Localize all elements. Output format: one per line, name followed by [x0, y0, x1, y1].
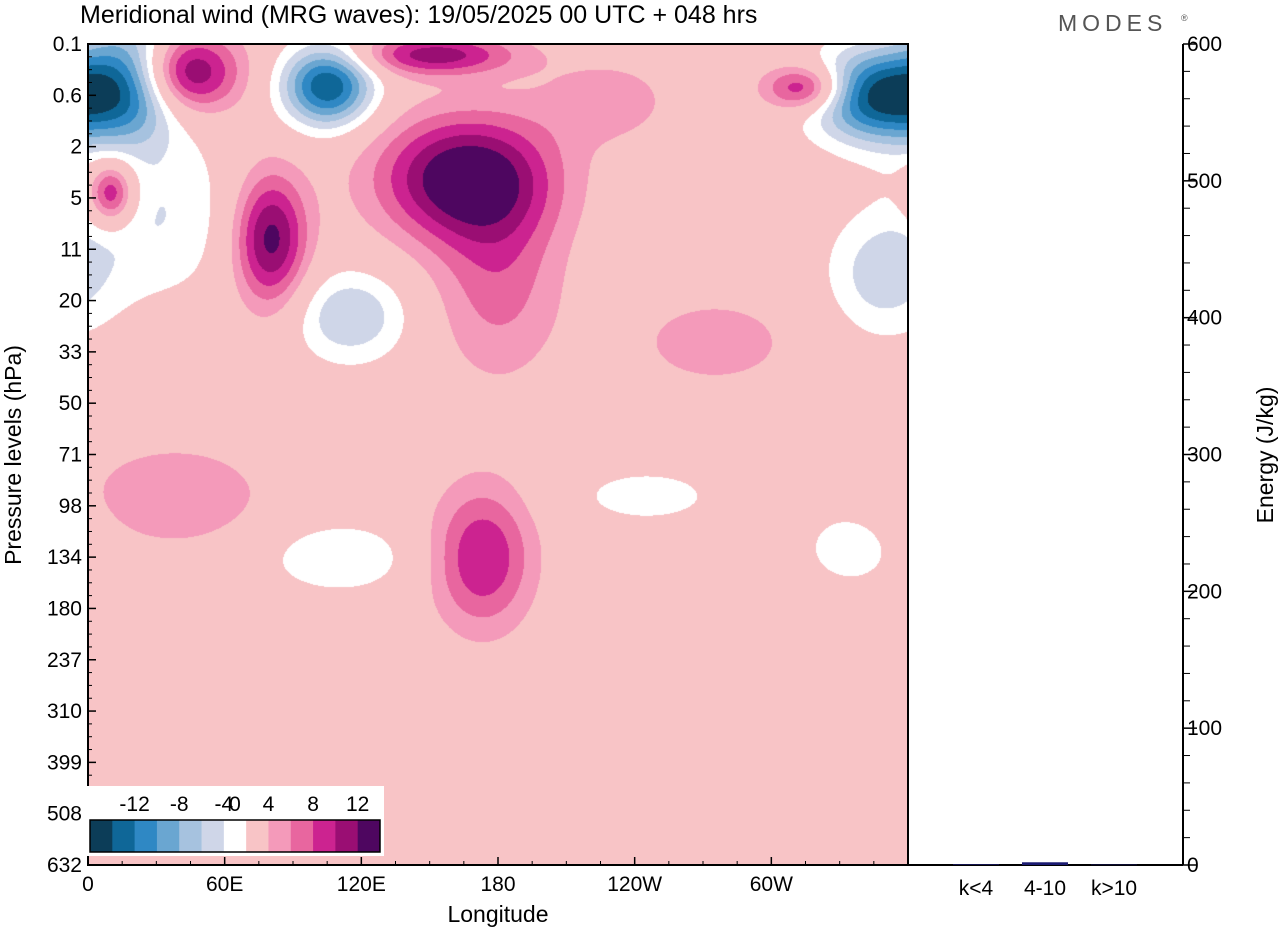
modes-logo: MODES — [1058, 10, 1167, 36]
energy-tick-label: 200 — [1187, 580, 1222, 603]
pressure-tick-label: 508 — [47, 803, 82, 826]
energy-category-label: k<4 — [959, 877, 994, 900]
energy-tick-label: 100 — [1187, 717, 1222, 740]
longitude-axis-label: Longitude — [447, 901, 548, 927]
pressure-tick-label: 98 — [59, 495, 82, 518]
longitude-tick-label: 60W — [750, 873, 793, 896]
energy-tick-label: 600 — [1187, 33, 1222, 56]
colorbar-label: -8 — [170, 793, 189, 816]
energy-tick-label: 300 — [1187, 444, 1222, 467]
colorbar-swatch — [179, 820, 203, 852]
colorbar: -12 -8 -40 4 8 12 — [86, 786, 384, 856]
colorbar-swatch — [246, 820, 269, 852]
pressure-tick-label: 180 — [47, 597, 82, 620]
energy-tick-label: 0 — [1187, 854, 1199, 877]
colorbar-swatch — [201, 820, 225, 852]
pressure-tick-label: 5 — [70, 187, 82, 210]
colorbar-swatch — [90, 820, 113, 852]
pressure-tick-label: 0.6 — [53, 84, 82, 107]
colorbar-label: 8 — [307, 793, 319, 816]
pressure-tick-label: 2 — [70, 136, 82, 159]
colorbar-swatch — [223, 820, 247, 852]
chart-title: Meridional wind (MRG waves): 19/05/2025 … — [80, 1, 757, 29]
colorbar-swatch — [134, 820, 158, 852]
longitude-axis-ticks: 0 60E 120E 180 120W 60W — [82, 857, 875, 896]
heatmap-image — [88, 44, 908, 865]
colorbar-swatch — [357, 820, 381, 852]
longitude-tick-label: 120E — [337, 873, 386, 896]
colorbar-swatch — [313, 820, 336, 852]
colorbar-swatch — [156, 820, 180, 852]
colorbar-swatch — [335, 820, 359, 852]
pressure-tick-label: 33 — [59, 341, 82, 364]
pressure-tick-label: 50 — [59, 392, 82, 415]
pressure-tick-label: 71 — [59, 444, 82, 467]
longitude-tick-label: 0 — [82, 873, 94, 896]
pressure-tick-label: 237 — [47, 649, 82, 672]
pressure-tick-label: 310 — [47, 700, 82, 723]
pressure-axis-label: Pressure levels (hPa) — [0, 345, 26, 565]
colorbar-label: -4 — [215, 793, 234, 816]
colorbar-swatch — [112, 820, 136, 852]
colorbar-label: 0 — [229, 793, 241, 816]
colorbar-frame — [89, 819, 381, 853]
energy-bar-1 — [1022, 862, 1068, 865]
longitude-tick-label: 180 — [480, 873, 515, 896]
energy-bar-2 — [1091, 864, 1137, 866]
energy-tick-label: 400 — [1187, 307, 1222, 330]
energy-bars: k<4 4-10 k>10 — [953, 862, 1137, 900]
pressure-tick-label: 399 — [47, 751, 82, 774]
energy-category-label: k>10 — [1091, 877, 1137, 900]
longitude-tick-label: 120W — [607, 873, 662, 896]
colorbar-label: 4 — [263, 793, 275, 816]
longitude-tick-label: 60E — [206, 873, 243, 896]
colorbar-swatch — [268, 820, 292, 852]
energy-category-label: 4-10 — [1024, 877, 1066, 900]
heatmap-field — [88, 44, 908, 865]
pressure-axis-ticks: 0.1 0.6 2 5 11 20 33 50 71 98 134 180 237 310 399 508 63… — [47, 33, 96, 877]
colorbar-label: 12 — [346, 793, 369, 816]
colorbar-swatch — [290, 820, 314, 852]
energy-tick-label: 500 — [1187, 170, 1222, 193]
energy-axis-ticks: 0 100 200 300 400 500 600 — [1183, 33, 1222, 877]
energy-bar-0 — [953, 864, 999, 865]
logo-registered-mark: ® — [1181, 13, 1188, 23]
pressure-tick-label: 11 — [60, 238, 82, 261]
pressure-tick-label: 20 — [59, 290, 82, 313]
pressure-tick-label: 134 — [47, 546, 82, 569]
energy-axis-label: Energy (J/kg) — [1252, 387, 1278, 524]
pressure-tick-label: 632 — [47, 854, 82, 877]
pressure-tick-label: 0.1 — [53, 33, 82, 56]
colorbar-label: -12 — [119, 793, 149, 816]
